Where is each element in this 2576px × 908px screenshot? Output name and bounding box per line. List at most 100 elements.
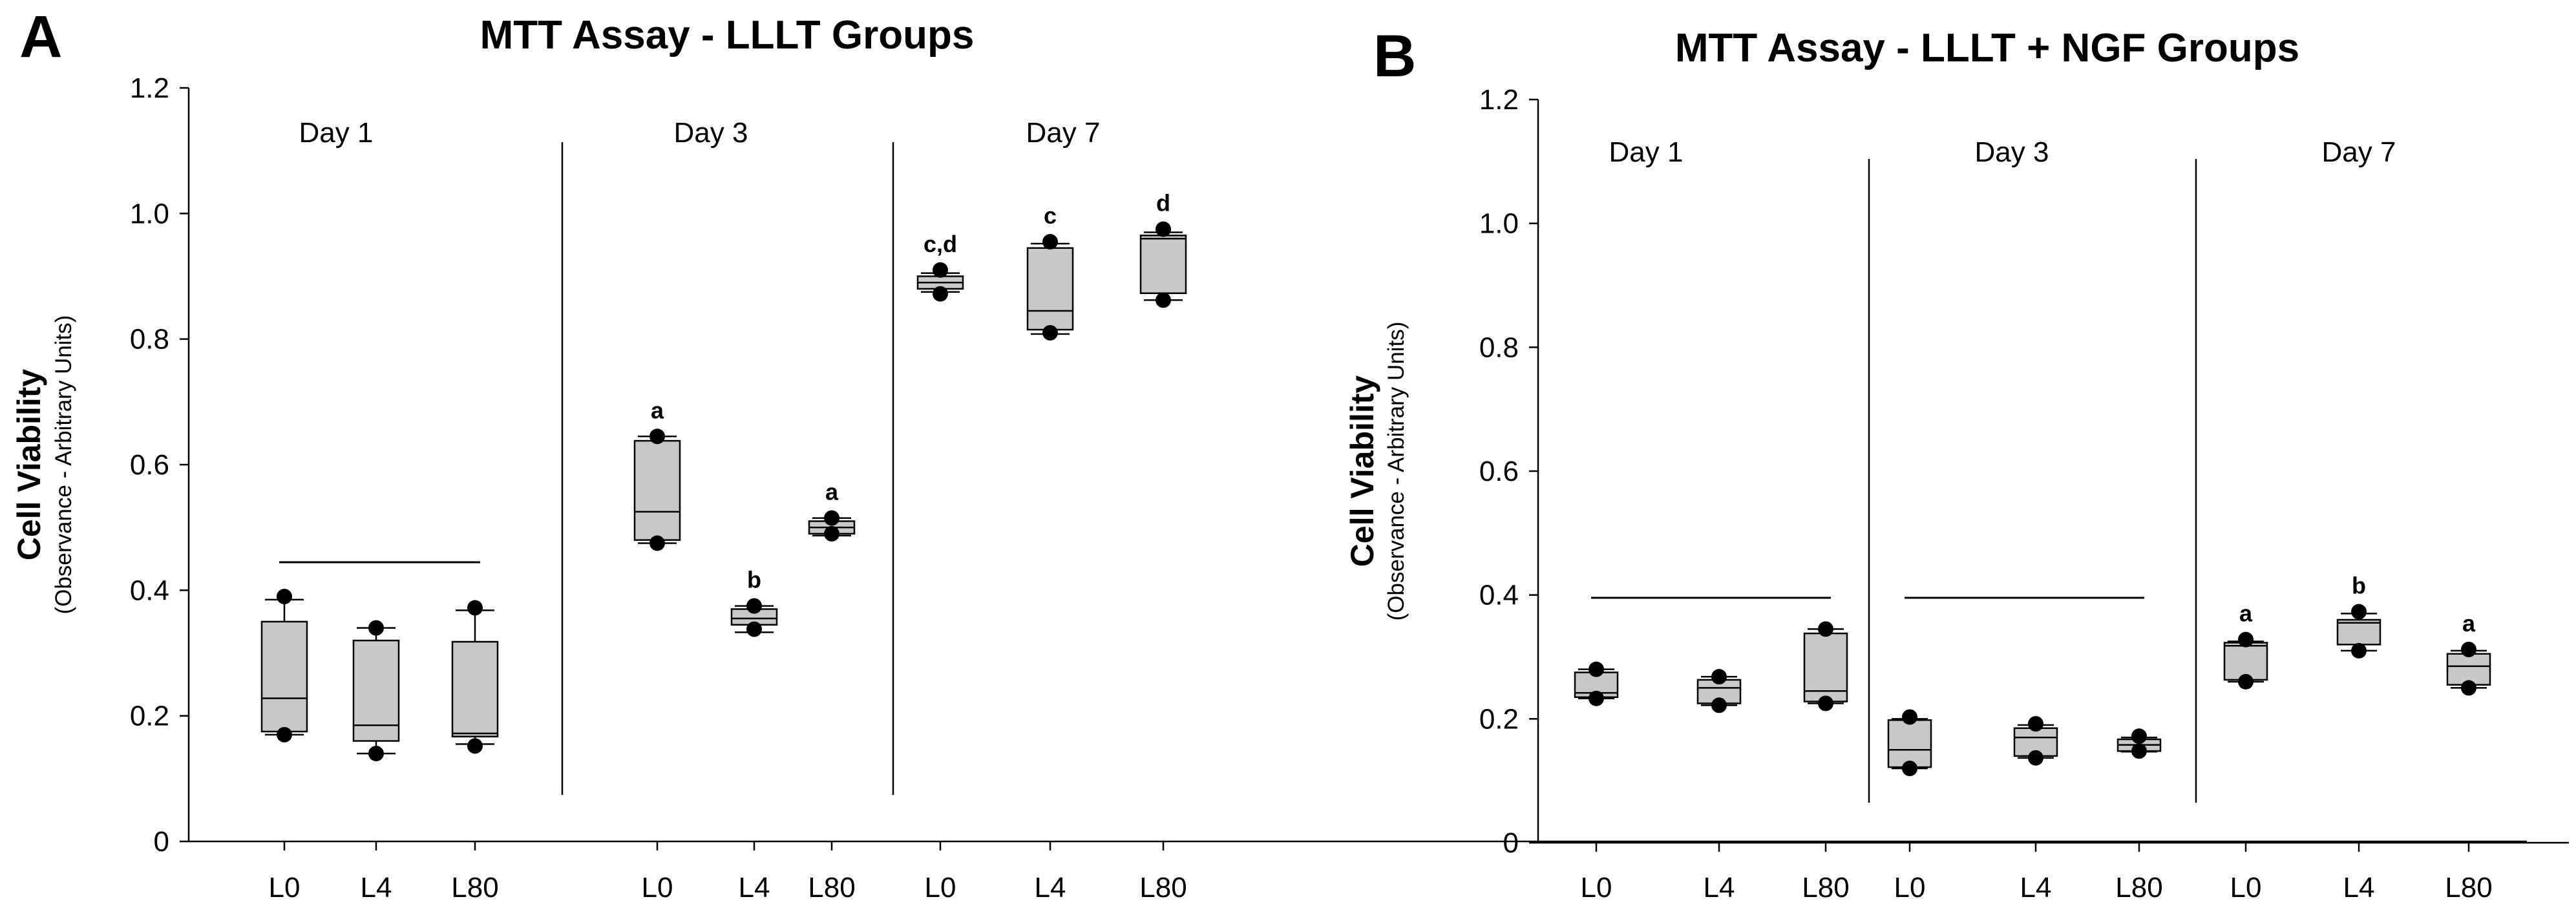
panel-b-outlier-point xyxy=(2461,642,2476,657)
panel-b-day-label: Day 7 xyxy=(2322,136,2396,168)
panel-a-significance-label: a xyxy=(825,479,839,505)
panel-a-significance-label: c,d xyxy=(924,231,957,257)
panel-b-y-axis-label: Cell Viability xyxy=(1344,375,1380,567)
panel-b-outlier-point xyxy=(2028,750,2043,766)
panel-a-x-tick-label: L80 xyxy=(451,872,498,903)
panel-b-significance-label: b xyxy=(2352,573,2366,599)
panel-b-x-tick-label: L4 xyxy=(2343,872,2375,903)
panel-b-outlier-point xyxy=(1711,697,1727,713)
panel-a-outlier-point xyxy=(649,428,665,445)
panel-b-x-tick-label: L0 xyxy=(1581,872,1612,903)
panel-b-outlier-point xyxy=(2461,680,2476,696)
panel-b-x-tick-label: L80 xyxy=(2445,872,2492,903)
panel-a-significance-label: b xyxy=(747,567,761,593)
panel-a-outlier-point xyxy=(649,535,665,551)
panel-a-y-axis-sublabel: (Observance - Arbitrary Units) xyxy=(51,315,76,615)
panel-b-outlier-point xyxy=(1711,669,1727,685)
panel-b-significance-label: a xyxy=(2462,610,2476,637)
panel-a-outlier-point xyxy=(824,525,839,542)
panel-b-y-tick-label: 1.0 xyxy=(1479,208,1519,240)
panel-b-box xyxy=(1887,719,1932,768)
panel-a-outlier-point xyxy=(1042,324,1058,341)
panel-b-y-tick-label: 1.2 xyxy=(1479,84,1519,116)
panel-a-x-tick-label: L0 xyxy=(269,872,301,903)
panel-b-outlier-point xyxy=(1589,661,1604,677)
panel-b-significance-label: a xyxy=(2239,600,2253,627)
panel-b-outlier-point xyxy=(2131,743,2147,759)
panel-b-outlier-point xyxy=(1902,761,1917,776)
panel-b-outlier-point xyxy=(2028,716,2043,732)
panel-b-x-tick-label: L4 xyxy=(1704,872,1735,903)
panel-b-x-tick-label: L80 xyxy=(2115,872,2162,903)
panel-b-y-tick-label: 0.2 xyxy=(1479,703,1519,735)
panel-a-day-label: Day 1 xyxy=(299,117,374,149)
panel-a-day-label: Day 7 xyxy=(1026,117,1101,149)
panel-a-letter: A xyxy=(19,4,62,70)
panel-a-significance-label: c xyxy=(1044,202,1057,229)
panel-a-y-tick-label: 1.2 xyxy=(130,72,169,104)
panel-a-significance-label: d xyxy=(1156,190,1170,216)
panel-a-y-tick-label: 0.6 xyxy=(130,449,169,481)
panel-b-outlier-point xyxy=(1818,695,1833,712)
panel-a-x-tick-label: L4 xyxy=(1035,872,1066,903)
panel-a-outlier-point xyxy=(467,600,483,616)
panel-a-x-tick-label: L0 xyxy=(925,872,956,903)
panel-a-box xyxy=(352,639,400,742)
panel-a-x-tick-label: L4 xyxy=(739,872,770,903)
panel-b-outlier-point xyxy=(2131,728,2147,744)
panel-a-box xyxy=(1139,235,1187,294)
panel-b-day-label: Day 1 xyxy=(1609,136,1684,168)
panel-a-outlier-point xyxy=(277,589,292,605)
panel-a-x-tick-label: L80 xyxy=(1139,872,1187,903)
panel-a-outlier-point xyxy=(933,262,948,278)
panel-a-box xyxy=(633,439,681,541)
panel-b-outlier-point xyxy=(2238,673,2254,690)
panel-a-y-axis-label: Cell Viability xyxy=(11,369,47,561)
panel-a-box xyxy=(1026,247,1074,331)
panel-a-y-tick-label: 0 xyxy=(154,826,169,858)
panel-b-box xyxy=(2336,618,2381,646)
panel-a-significance-label: a xyxy=(651,397,664,423)
panel-a-day-label: Day 3 xyxy=(674,117,748,149)
panel-a-outlier-point xyxy=(1156,221,1171,237)
panel-b-x-tick-label: L0 xyxy=(2230,872,2262,903)
panel-b-y-axis-sublabel: (Observance - Arbitrary Units) xyxy=(1384,322,1409,621)
panel-b-y-tick-label: 0.8 xyxy=(1479,332,1519,363)
panel-b-title: MTT Assay - LLLT + NGF Groups xyxy=(1675,26,2299,70)
panel-a-outlier-point xyxy=(824,510,839,526)
panel-a-box xyxy=(260,620,308,733)
panel-b-outlier-point xyxy=(1589,690,1604,706)
panel-b-outlier-point xyxy=(2351,604,2367,620)
panel-a-outlier-point xyxy=(933,286,948,302)
panel-a-outlier-point xyxy=(1042,234,1058,250)
panel-a-outlier-point xyxy=(277,726,292,743)
panel-b-day-label: Day 3 xyxy=(1975,136,2049,168)
panel-a-title: MTT Assay - LLLT Groups xyxy=(480,13,975,58)
panel-a-x-tick-label: L80 xyxy=(808,872,855,903)
panel-b-y-tick-label: 0.6 xyxy=(1479,456,1519,487)
panel-a-outlier-point xyxy=(746,598,762,614)
panel-a-box xyxy=(451,640,499,737)
panel-a-y-tick-label: 0.8 xyxy=(130,324,169,355)
panel-b-outlier-point xyxy=(1818,621,1833,637)
panel-b-box xyxy=(2223,642,2268,681)
panel-a-x-tick-label: L4 xyxy=(361,872,392,903)
panel-b-outlier-point xyxy=(2351,642,2367,659)
panel-a-y-tick-label: 1.0 xyxy=(130,198,169,229)
panel-b-y-tick-label: 0 xyxy=(1503,827,1519,859)
panel-a-outlier-point xyxy=(368,620,384,636)
panel-b-outlier-point xyxy=(1902,709,1917,725)
panel-a-x-tick-label: L0 xyxy=(642,872,673,903)
panel-b-x-tick-label: L4 xyxy=(2020,872,2052,903)
panel-b-letter: B xyxy=(1373,23,1416,89)
panel-a-outlier-point xyxy=(1156,292,1171,308)
panel-a-outlier-point xyxy=(746,621,762,637)
panel-a-y-tick-label: 0.2 xyxy=(130,701,169,732)
panel-a-outlier-point xyxy=(467,738,483,754)
panel-b-outlier-point xyxy=(2238,631,2254,648)
panel-b-x-tick-label: L0 xyxy=(1894,872,1926,903)
panel-b-y-tick-label: 0.4 xyxy=(1479,580,1519,611)
panel-b-x-tick-label: L80 xyxy=(1802,872,1849,903)
panel-a-outlier-point xyxy=(368,745,384,761)
